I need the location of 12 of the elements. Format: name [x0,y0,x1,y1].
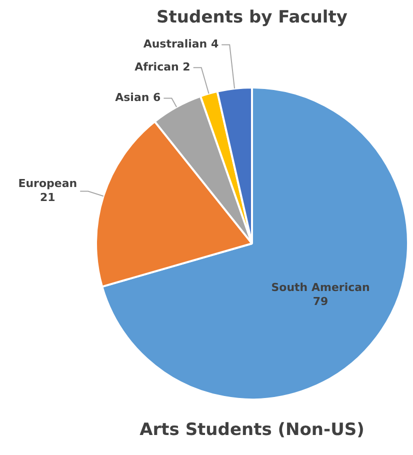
data-label: 21 [40,191,56,204]
data-label: 79 [312,294,328,308]
text: Arts Students (Non-US) [140,420,364,440]
data-label: 6 [153,91,162,104]
data-label: 4 [210,38,219,51]
slice-label: European [18,177,78,190]
slice-label: African [134,60,179,74]
slice-label: South American [271,280,370,294]
chart-title: Students by Faculty [156,8,348,28]
slice-label: Asian [115,91,150,104]
slice-label: Australian [143,38,208,51]
data-label: 2 [182,60,190,74]
